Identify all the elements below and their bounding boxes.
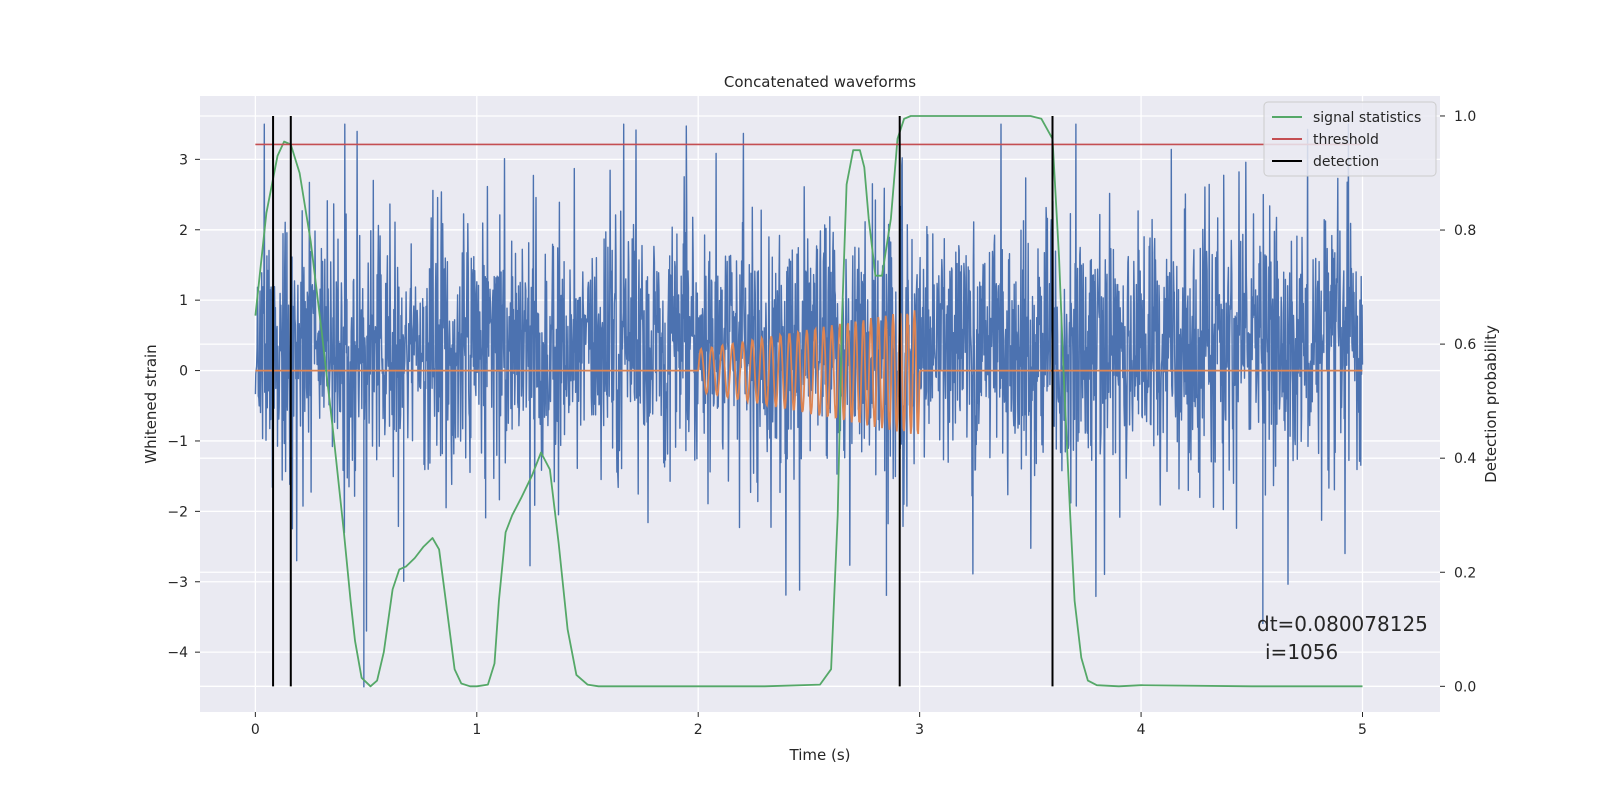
x-tick-label: 1 (472, 722, 481, 738)
annotation-dt: dt=0.080078125 (1257, 612, 1428, 636)
detection-series (272, 115, 1054, 687)
right-y-tick-label: 0.8 (1454, 223, 1476, 239)
left-y-tick-label: 2 (179, 223, 188, 239)
left-y-tick-label: 3 (179, 152, 188, 168)
legend-label: signal statistics (1313, 110, 1421, 126)
injection-line (255, 310, 1363, 435)
x-axis: 0 1 2 3 4 5 (251, 712, 1367, 738)
legend-box (1263, 101, 1437, 177)
x-axis-label: Time (s) (789, 746, 851, 764)
x-tick-label: 5 (1358, 722, 1367, 738)
right-y-tick-label: 0.4 (1454, 451, 1476, 467)
left-y-tick-label: −1 (167, 434, 188, 450)
right-y-axis: 0.0 0.2 0.4 0.6 0.8 1.0 (1440, 109, 1476, 695)
legend: signal statistics threshold detection (1263, 101, 1437, 177)
x-tick-label: 4 (1137, 722, 1146, 738)
signal-statistics-line (254, 115, 1363, 688)
left-y-tick-label: −2 (167, 504, 188, 520)
chart-title: Concatenated waveforms (724, 73, 916, 91)
signal-statistics-series (254, 115, 1363, 688)
right-y-tick-label: 0.0 (1454, 679, 1476, 695)
legend-label: threshold (1313, 132, 1379, 148)
right-y-tick-label: 1.0 (1454, 109, 1476, 125)
injection-series (255, 310, 1363, 435)
x-tick-label: 2 (694, 722, 703, 738)
left-y-axis-label: Whitened strain (142, 344, 160, 463)
x-tick-label: 0 (251, 722, 260, 738)
left-y-tick-label: −4 (167, 645, 188, 661)
right-y-axis-label: Detection probability (1482, 325, 1500, 483)
left-y-tick-label: 1 (179, 293, 188, 309)
right-y-tick-label: 0.6 (1454, 337, 1476, 353)
left-y-tick-label: −3 (167, 575, 188, 591)
left-y-axis: −4 −3 −2 −1 0 1 2 3 (167, 152, 200, 661)
legend-label: detection (1313, 154, 1379, 170)
right-y-tick-label: 0.2 (1454, 565, 1476, 581)
annotation-index: i=1056 (1265, 640, 1338, 664)
x-tick-label: 3 (915, 722, 924, 738)
left-y-tick-label: 0 (179, 364, 188, 380)
